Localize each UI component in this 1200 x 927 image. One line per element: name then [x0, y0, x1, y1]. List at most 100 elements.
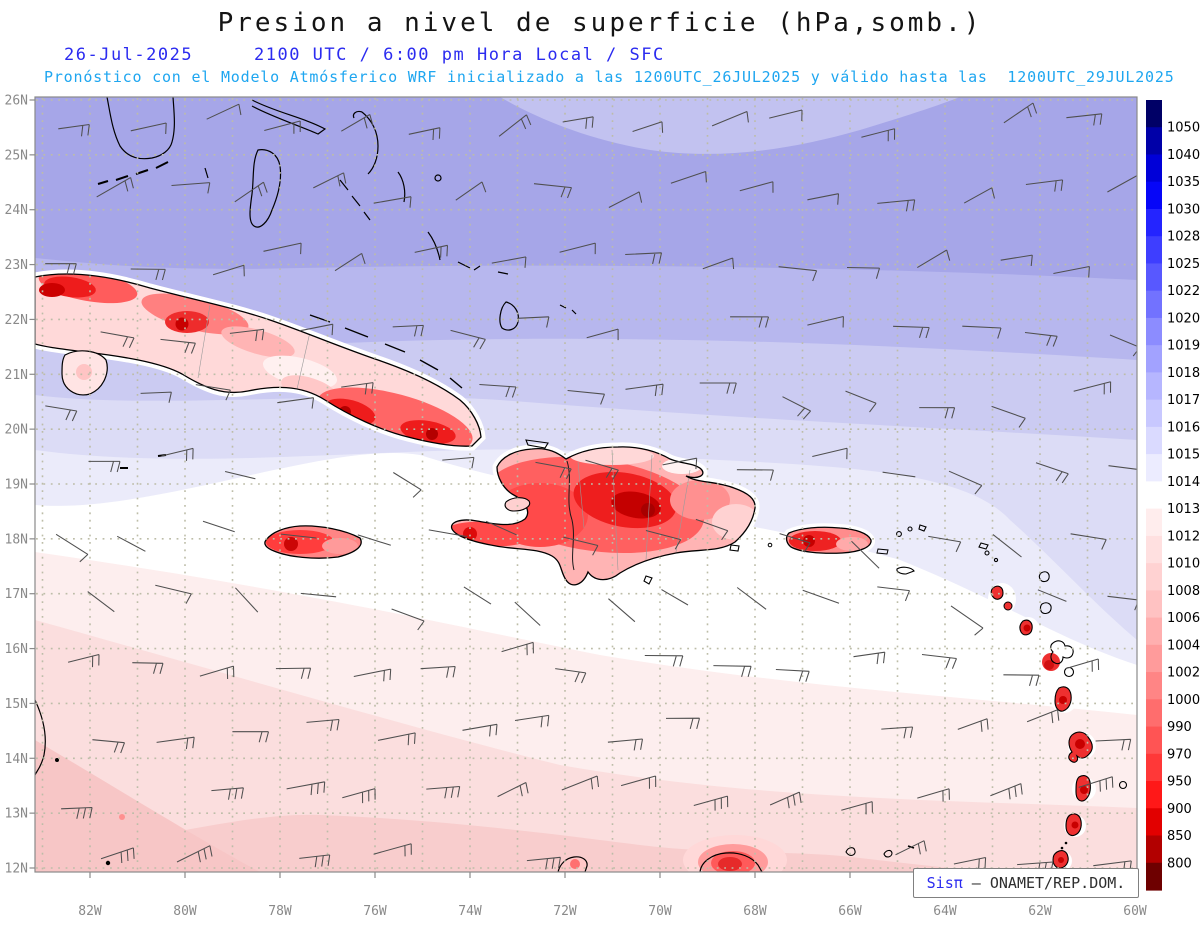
south-coast-features [35, 699, 915, 872]
svg-text:78W: 78W [268, 904, 292, 919]
curacao-island [845, 847, 856, 856]
haiti-dr-border [566, 460, 575, 571]
svg-text:1014: 1014 [1167, 475, 1200, 490]
svg-text:18N: 18N [5, 532, 28, 547]
florida-keys [97, 161, 169, 185]
map-frame [34, 96, 1138, 873]
forecast-date: 26-Jul-2025 [64, 45, 194, 65]
svg-text:1000: 1000 [1167, 693, 1200, 708]
pressure-band-1020-light-wedge [500, 97, 960, 154]
bimini-islands [204, 167, 209, 179]
svg-text:23N: 23N [5, 258, 28, 273]
svg-text:15N: 15N [5, 697, 28, 712]
svg-text:1004: 1004 [1167, 638, 1200, 653]
dominica-island [1051, 686, 1077, 713]
grand-bahama-abaco [251, 99, 327, 135]
svg-text:1030: 1030 [1167, 202, 1200, 217]
svg-text:16N: 16N [5, 642, 28, 657]
map-field [35, 97, 1137, 872]
svg-text:60W: 60W [1123, 904, 1147, 919]
san-salvador-island [434, 174, 442, 182]
axis-labels: 26N 25N 24N 23N 22N 21N 20N 19N 18N 17N 16N 15N 14N 1… [5, 94, 1147, 920]
svg-text:72W: 72W [553, 904, 577, 919]
turks-caicos [559, 304, 577, 315]
svg-text:25N: 25N [5, 148, 28, 163]
svg-text:82W: 82W [78, 904, 102, 919]
bonaire-island [883, 849, 893, 858]
svg-text:26N: 26N [5, 94, 28, 109]
long-island-bahamas [427, 231, 441, 261]
svg-text:1012: 1012 [1167, 529, 1200, 544]
svg-text:1006: 1006 [1167, 611, 1200, 626]
saona-island [729, 544, 740, 552]
svg-text:1013: 1013 [1167, 502, 1200, 517]
svg-text:1002: 1002 [1167, 666, 1200, 681]
svg-text:990: 990 [1167, 720, 1192, 735]
datetime-line: 26-Jul-2025 2100 UTC / 6:00 pm Hora Loca… [0, 45, 1200, 67]
svg-text:1025: 1025 [1167, 257, 1200, 272]
paraguana-peninsula [699, 852, 763, 872]
sabana-camaguey-cays [309, 314, 463, 389]
svg-text:1017: 1017 [1167, 393, 1200, 408]
attribution-text: – ONAMET/REP.DOM. [962, 874, 1126, 892]
montserrat-island [1017, 617, 1039, 639]
svg-text:20N: 20N [5, 423, 28, 438]
forecast-time: 2100 UTC / 6:00 pm Hora Local / SFC [254, 45, 665, 65]
svg-text:1019: 1019 [1167, 339, 1200, 354]
eleuthera-island [352, 110, 379, 175]
svg-text:80W: 80W [173, 904, 197, 919]
svg-text:70W: 70W [648, 904, 672, 919]
exuma-cays [339, 179, 371, 221]
tortuga-island [525, 439, 549, 449]
svg-text:1028: 1028 [1167, 230, 1200, 245]
pressure-colorbar: 1050 1040 1035 1030 1028 1025 1022 1020 1019 1018… [1146, 100, 1200, 891]
svg-text:74W: 74W [458, 904, 482, 919]
st-vincent-island [1064, 813, 1086, 837]
svg-text:850: 850 [1167, 829, 1192, 844]
svg-text:17N: 17N [5, 587, 28, 602]
san-andres-island [105, 860, 111, 866]
barbuda-island [1038, 571, 1050, 583]
svg-text:1040: 1040 [1167, 148, 1200, 163]
svg-text:1050: 1050 [1167, 121, 1200, 136]
inagua-island [499, 301, 519, 331]
svg-text:900: 900 [1167, 802, 1192, 817]
svg-text:1020: 1020 [1167, 311, 1200, 326]
beata-island [643, 575, 653, 585]
svg-text:22N: 22N [5, 313, 28, 328]
svg-text:76W: 76W [363, 904, 387, 919]
svg-text:1010: 1010 [1167, 557, 1200, 572]
providencia-island [55, 758, 59, 762]
svg-text:1016: 1016 [1167, 420, 1200, 435]
florida-bahamas-coastlines [97, 97, 577, 331]
svg-text:800: 800 [1167, 856, 1192, 871]
vieques-island [876, 548, 889, 555]
pressure-band-1012 [35, 620, 1137, 872]
svg-text:13N: 13N [5, 807, 28, 822]
martinique-island [1068, 731, 1096, 763]
pressure-band-1019 [35, 97, 1137, 280]
svg-text:21N: 21N [5, 368, 28, 383]
sispi-logo: Sisπ [926, 874, 963, 892]
svg-text:1015: 1015 [1167, 448, 1200, 463]
svg-text:1008: 1008 [1167, 584, 1200, 599]
antigua-island [1039, 602, 1052, 614]
model-info-line: Pronóstico con el Modelo Atmósferico WRF… [44, 68, 1175, 86]
florida-coastline [106, 97, 175, 160]
cat-island [397, 171, 406, 203]
mona-island [767, 542, 773, 548]
crooked-island [457, 261, 481, 271]
svg-text:12N: 12N [5, 861, 28, 876]
svg-text:950: 950 [1167, 775, 1192, 790]
svg-text:970: 970 [1167, 747, 1192, 762]
pressure-band-1010-corner [35, 740, 260, 872]
mayaguana-island [497, 271, 509, 275]
svg-text:24N: 24N [5, 203, 28, 218]
svg-text:66W: 66W [838, 904, 862, 919]
virgin-islands [896, 524, 999, 575]
isla-juventud [61, 350, 108, 396]
svg-text:1018: 1018 [1167, 366, 1200, 381]
grenadines-grenada [1052, 841, 1072, 871]
